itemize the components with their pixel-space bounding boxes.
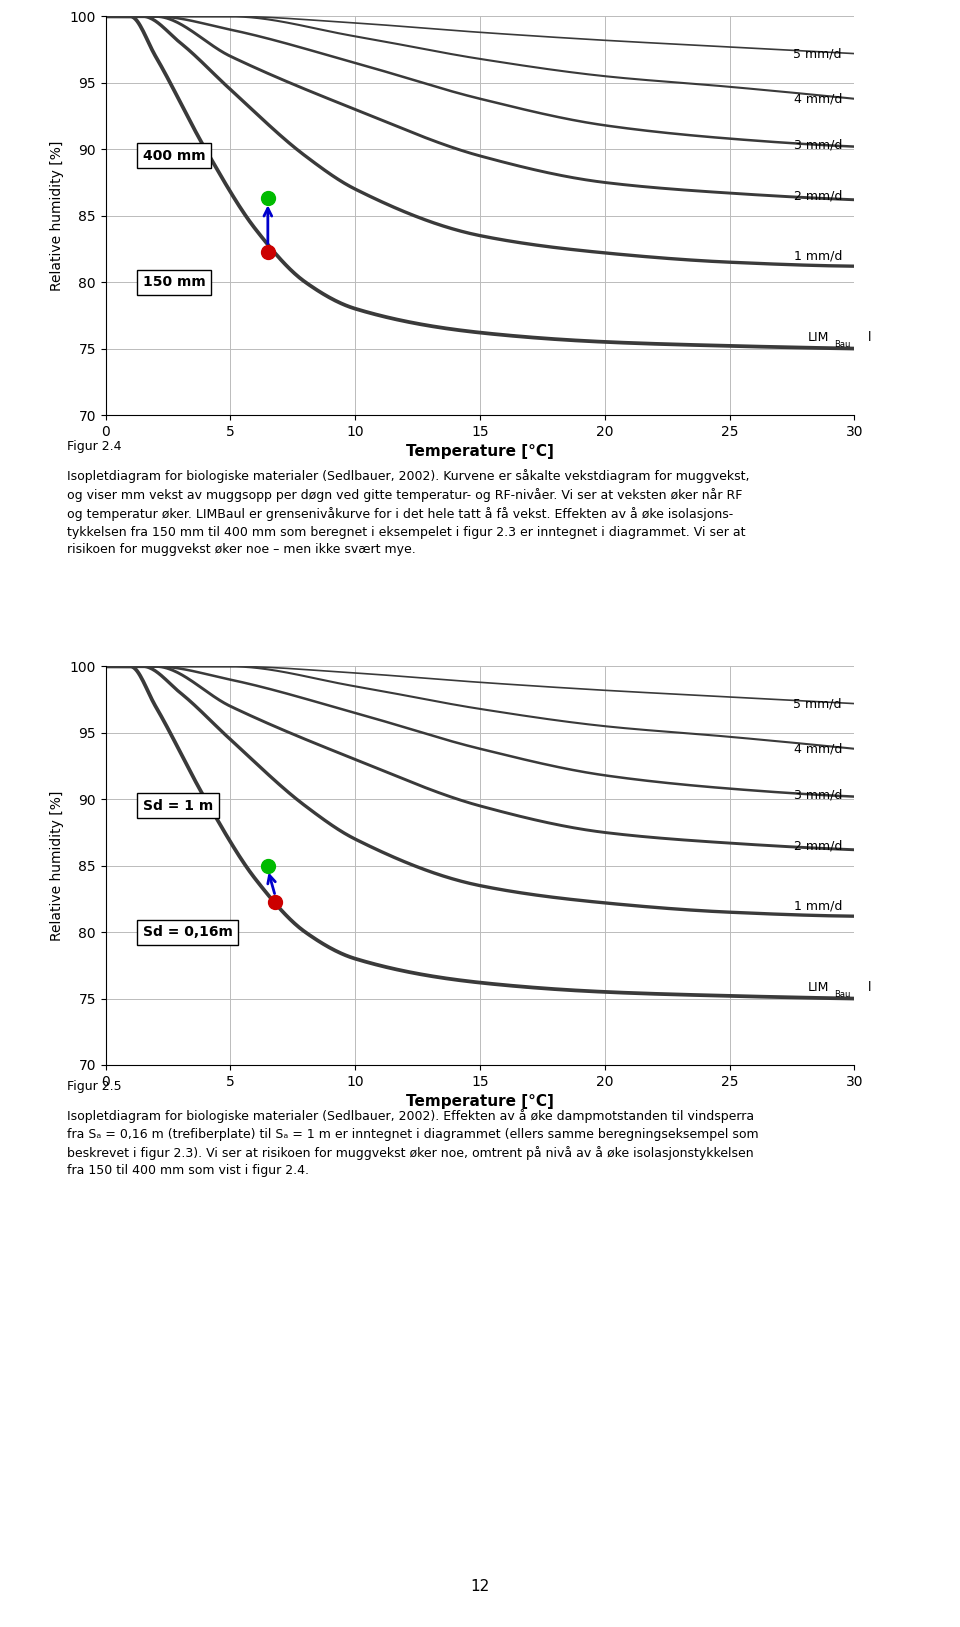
- Text: 2 mm/d: 2 mm/d: [794, 189, 842, 202]
- Y-axis label: Relative humidity [%]: Relative humidity [%]: [50, 140, 64, 291]
- Text: 3 mm/d: 3 mm/d: [794, 138, 842, 151]
- Text: Bau: Bau: [834, 340, 851, 350]
- Text: 5 mm/d: 5 mm/d: [793, 696, 842, 709]
- Text: 400 mm: 400 mm: [143, 150, 205, 163]
- Text: 4 mm/d: 4 mm/d: [794, 93, 842, 106]
- Text: 150 mm: 150 mm: [143, 275, 205, 290]
- Text: Sd = 0,16m: Sd = 0,16m: [143, 926, 233, 939]
- Text: Figur 2.5: Figur 2.5: [67, 1080, 122, 1093]
- Text: 1 mm/d: 1 mm/d: [794, 900, 842, 913]
- Text: Isopletdiagram for biologiske materialer (Sedlbauer, 2002). Kurvene er såkalte v: Isopletdiagram for biologiske materialer…: [67, 469, 750, 556]
- Text: l: l: [869, 332, 872, 345]
- Text: 3 mm/d: 3 mm/d: [794, 789, 842, 802]
- Text: LIM: LIM: [808, 332, 829, 345]
- Text: Sd = 1 m: Sd = 1 m: [143, 799, 213, 814]
- Text: 5 mm/d: 5 mm/d: [793, 47, 842, 60]
- X-axis label: Temperature [°C]: Temperature [°C]: [406, 1095, 554, 1110]
- Text: Bau: Bau: [834, 991, 851, 999]
- Y-axis label: Relative humidity [%]: Relative humidity [%]: [50, 791, 64, 940]
- Text: 1 mm/d: 1 mm/d: [794, 249, 842, 262]
- Text: Figur 2.4: Figur 2.4: [67, 439, 122, 452]
- X-axis label: Temperature [°C]: Temperature [°C]: [406, 444, 554, 459]
- Text: 2 mm/d: 2 mm/d: [794, 840, 842, 853]
- Text: l: l: [869, 981, 872, 994]
- Text: LIM: LIM: [808, 981, 829, 994]
- Text: 12: 12: [470, 1580, 490, 1594]
- Text: Isopletdiagram for biologiske materialer (Sedlbauer, 2002). Effekten av å øke da: Isopletdiagram for biologiske materialer…: [67, 1110, 758, 1178]
- Text: 4 mm/d: 4 mm/d: [794, 742, 842, 755]
